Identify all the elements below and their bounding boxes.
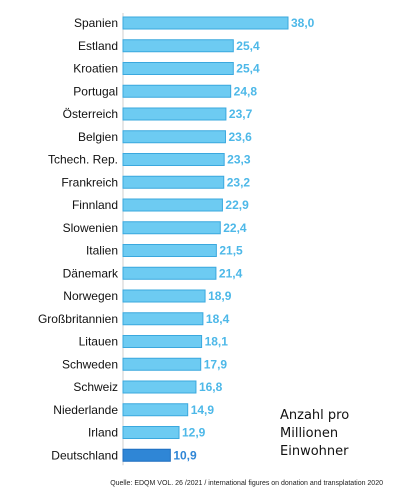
category-label: Kroatien [73, 62, 118, 76]
category-label: Deutschland [51, 448, 118, 462]
category-label: Spanien [74, 16, 118, 30]
unit-annotation-line-2: Millionen [280, 426, 339, 441]
value-label: 38,0 [291, 16, 315, 30]
value-label: 18,9 [208, 289, 232, 303]
category-label: Italien [86, 244, 118, 258]
category-label: Tchech. Rep. [48, 153, 118, 167]
bar [122, 107, 227, 121]
bar [122, 380, 197, 394]
source-text: Quelle: EDQM VOL. 26 /2021 / internation… [110, 480, 383, 487]
bar [122, 84, 232, 98]
value-label: 25,4 [236, 62, 260, 76]
category-label: Slowenien [63, 221, 118, 235]
value-label: 17,9 [204, 357, 228, 371]
category-label: Finnland [72, 198, 118, 212]
category-label: Schweden [62, 357, 118, 371]
bar [122, 39, 234, 53]
category-label: Litauen [79, 335, 118, 349]
value-label: 14,9 [191, 403, 215, 417]
bar [122, 221, 221, 235]
category-label: Großbritannien [38, 312, 118, 326]
bar [122, 357, 202, 371]
unit-annotation-line-3: Einwohner [280, 444, 349, 459]
category-label: Belgien [78, 130, 118, 144]
bar [122, 244, 217, 257]
bar [122, 403, 189, 417]
category-label: Dänemark [63, 266, 119, 280]
bar [122, 62, 234, 75]
bar [122, 175, 225, 189]
value-label: 23,6 [228, 130, 252, 144]
category-label: Niederlande [53, 403, 118, 417]
category-label: Irland [88, 426, 118, 440]
bar [122, 448, 171, 462]
category-label: Estland [78, 39, 118, 53]
source-note: Quelle: EDQM VOL. 26 /2021 / internation… [0, 480, 407, 487]
value-label: 22,9 [225, 198, 249, 212]
value-label: 21,5 [219, 244, 243, 258]
bar [122, 426, 180, 439]
bar [122, 130, 226, 144]
value-label: 21,4 [219, 266, 243, 280]
value-label: 18,1 [205, 335, 229, 349]
bar [122, 289, 206, 303]
bar [122, 16, 289, 30]
unit-annotation: Anzahl pro Millionen Einwohner [280, 407, 349, 461]
category-label: Österreich [63, 107, 118, 121]
value-label: 12,9 [182, 426, 206, 440]
value-label: 23,7 [229, 107, 253, 121]
bar [122, 198, 223, 212]
value-label: 18,4 [206, 312, 230, 326]
category-label: Frankreich [61, 175, 118, 189]
category-label: Portugal [73, 84, 118, 98]
bar [122, 153, 225, 166]
bar [122, 312, 204, 326]
bar [122, 266, 217, 280]
value-label: 24,8 [234, 84, 258, 98]
value-label: 23,2 [227, 175, 251, 189]
category-label: Norwegen [63, 289, 118, 303]
value-label: 25,4 [236, 39, 260, 53]
category-label: Schweiz [73, 380, 118, 394]
value-label: 22,4 [223, 221, 247, 235]
unit-annotation-line-1: Anzahl pro [280, 408, 350, 423]
value-label: 10,9 [173, 448, 197, 462]
value-label: 23,3 [227, 153, 251, 167]
bar [122, 335, 203, 348]
value-label: 16,8 [199, 380, 223, 394]
